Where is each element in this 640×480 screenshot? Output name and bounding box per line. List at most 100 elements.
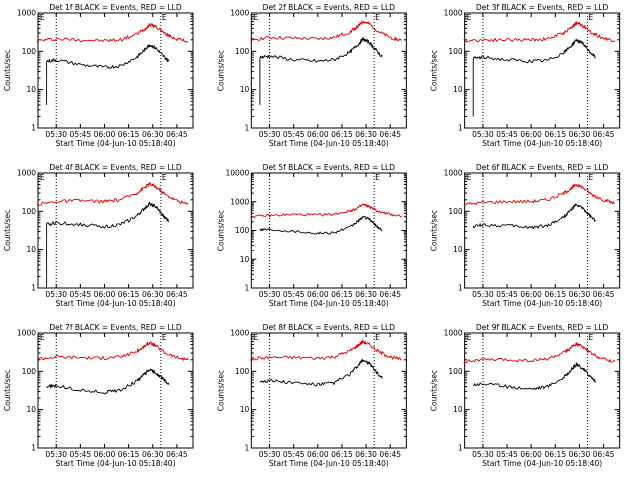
x-tick-label: 06:00 [94, 130, 116, 139]
chart-panel: Det 5f BLACK = Events, RED = LLD 1 10 100 10… [216, 163, 407, 308]
chart-title: Det 2f BLACK = Events, RED = LLD [263, 3, 396, 12]
y-tick-label: 100 [448, 207, 463, 216]
lld-series-line [463, 183, 616, 206]
y-tick-label: 1000 [230, 329, 249, 338]
x-tick-label: 05:30 [45, 290, 67, 299]
y-tick-label: 1 [458, 284, 463, 293]
plot-frame [464, 172, 621, 289]
x-tick-label: 06:30 [569, 450, 591, 459]
y-axis-label: Counts/sec [216, 50, 225, 91]
x-tick-label: 06:30 [142, 290, 164, 299]
chart-panel: Det 2f BLACK = Events, RED = LLD 1 10 100 10… [216, 3, 407, 148]
x-tick-label: 06:45 [593, 450, 615, 459]
y-tick-label: 10 [453, 245, 463, 254]
chart-panel: Det 7f BLACK = Events, RED = LLD 1 10 100 10… [3, 323, 194, 468]
y-tick-label: 1000 [230, 197, 249, 206]
corner-mark: E [253, 333, 258, 342]
x-tick-label: 06:45 [166, 290, 188, 299]
x-tick-label: 06:30 [569, 130, 591, 139]
chart-title: Det 7f BLACK = Events, RED = LLD [49, 323, 182, 332]
y-tick-label: 10 [453, 405, 463, 414]
x-tick-label: 06:00 [94, 290, 116, 299]
y-tick-label: 1000 [230, 9, 249, 18]
x-tick-label: 05:30 [259, 450, 281, 459]
x-tick-label: 06:45 [593, 130, 615, 139]
plot-frame [37, 172, 194, 289]
y-axis-label: Counts/sec [3, 210, 12, 251]
y-tick-label: 1 [245, 444, 250, 453]
y-tick-label: 1 [458, 444, 463, 453]
y-axis-label: Counts/sec [216, 210, 225, 251]
lld-series-line [36, 23, 189, 43]
x-tick-label: 06:00 [307, 130, 329, 139]
lld-series-line [250, 339, 402, 361]
chart-title: Det 5f BLACK = Events, RED = LLD [263, 163, 396, 172]
x-tick-label: 06:15 [544, 290, 566, 299]
x-tick-label: 06:00 [307, 450, 329, 459]
x-tick-label: 05:45 [496, 450, 518, 459]
corner-mark: E [467, 173, 472, 182]
x-tick-label: 05:30 [45, 130, 67, 139]
x-axis-label: Start Time (04-Jun-10 05:18:40) [269, 459, 389, 468]
y-tick-label: 1 [31, 444, 36, 453]
x-tick-label: 06:45 [379, 450, 401, 459]
x-tick-label: 06:15 [118, 450, 140, 459]
x-tick-label: 06:00 [94, 450, 116, 459]
events-series-line [259, 358, 383, 387]
y-tick-label: 10 [26, 245, 36, 254]
corner-mark: E [40, 13, 45, 22]
x-tick-label: 06:15 [331, 450, 353, 459]
y-axis-label: Counts/sec [430, 370, 439, 411]
lld-series-line [250, 20, 402, 42]
x-tick-label: 06:00 [307, 290, 329, 299]
events-series-line [259, 215, 383, 235]
x-tick-label: 06:30 [355, 450, 377, 459]
y-tick-label: 100 [22, 47, 37, 56]
chart-panel: Det 3f BLACK = Events, RED = LLD 1 10 100 10… [430, 3, 621, 148]
x-tick-label: 06:15 [544, 130, 566, 139]
y-tick-label: 1 [31, 124, 36, 133]
x-tick-label: 05:30 [472, 450, 494, 459]
x-tick-label: 05:45 [283, 290, 305, 299]
x-tick-label: 06:45 [166, 130, 188, 139]
lld-series-line [36, 341, 189, 361]
plot-frame [37, 12, 194, 129]
x-tick-label: 05:45 [283, 450, 305, 459]
y-tick-label: 10 [453, 85, 463, 94]
x-tick-label: 06:30 [142, 450, 164, 459]
events-series-line [46, 368, 170, 395]
y-tick-label: 100 [22, 207, 37, 216]
y-tick-label: 100 [22, 367, 37, 376]
x-tick-label: 05:30 [259, 130, 281, 139]
y-tick-label: 10 [240, 405, 250, 414]
x-tick-label: 05:45 [496, 290, 518, 299]
time-marker-label: E [375, 173, 380, 182]
x-tick-label: 05:45 [283, 130, 305, 139]
time-marker-label: E [588, 333, 593, 342]
x-tick-label: 05:30 [472, 290, 494, 299]
time-marker-label: E [162, 333, 167, 342]
y-tick-label: 100 [448, 47, 463, 56]
lld-series-line [463, 21, 616, 43]
x-axis-label: Start Time (04-Jun-10 05:18:40) [482, 459, 602, 468]
plot-frame [464, 332, 621, 449]
time-marker-label: E [588, 13, 593, 22]
x-tick-label: 06:00 [520, 290, 542, 299]
time-marker-label: E [162, 173, 167, 182]
y-axis-label: Counts/sec [3, 370, 12, 411]
chart-panel: Det 6f BLACK = Events, RED = LLD 1 10 100 10… [430, 163, 621, 308]
chart-title: Det 4f BLACK = Events, RED = LLD [49, 163, 182, 172]
y-tick-label: 1000 [444, 169, 463, 178]
events-series-line [46, 201, 170, 288]
chart-title: Det 6f BLACK = Events, RED = LLD [476, 163, 609, 172]
x-tick-label: 06:15 [331, 130, 353, 139]
y-tick-label: 10 [26, 405, 36, 414]
y-tick-label: 100 [448, 367, 463, 376]
y-tick-label: 100 [235, 226, 250, 235]
x-tick-label: 06:15 [118, 290, 140, 299]
x-tick-label: 06:30 [142, 130, 164, 139]
time-marker-label: E [375, 333, 380, 342]
corner-mark: E [467, 333, 472, 342]
x-tick-label: 06:15 [118, 130, 140, 139]
x-tick-label: 05:45 [70, 450, 92, 459]
